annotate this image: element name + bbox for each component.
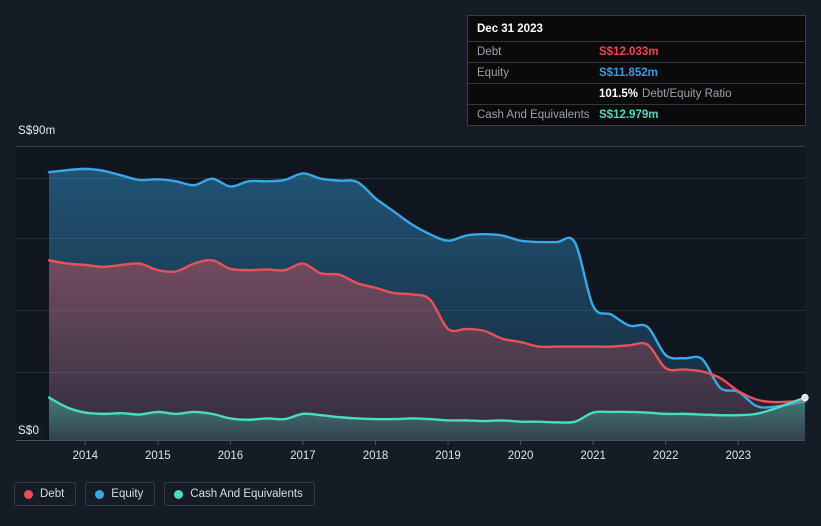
line-debt xyxy=(47,258,807,404)
chart-legend[interactable]: Debt Equity Cash And Equivalents xyxy=(14,482,315,506)
series-end-marker xyxy=(801,393,809,402)
legend-dot-icon xyxy=(24,489,33,499)
area-debt xyxy=(49,260,805,440)
x-axis-tick-2015: 2015 xyxy=(145,450,171,462)
tooltip-row-debt: Debt S$12.033m xyxy=(468,41,805,62)
tooltip-label-debt: Debt xyxy=(477,46,502,58)
legend-dot-icon xyxy=(95,489,105,499)
tooltip-value-equity: S$11.852m xyxy=(599,67,658,79)
x-axis-tick-2023: 2023 xyxy=(725,450,752,462)
legend-item-debt[interactable]: Debt xyxy=(14,482,77,506)
x-axis-tick-2016: 2016 xyxy=(217,450,244,462)
legend-dot-icon xyxy=(174,489,184,499)
tooltip-row-equity: Equity S$11.852m xyxy=(468,62,805,83)
line-equity xyxy=(47,167,807,409)
tooltip-label-equity: Equity xyxy=(477,67,509,79)
x-axis-tick-2018: 2018 xyxy=(362,450,389,462)
debt-equity-cash-area-chart[interactable] xyxy=(0,0,821,470)
legend-label: Equity xyxy=(111,488,144,500)
x-axis-tick-2022: 2022 xyxy=(652,450,679,462)
y-axis-max-label: S$90m xyxy=(14,124,61,138)
line-cash-and-equivalents xyxy=(47,396,807,424)
tooltip-label-cash: Cash And Equivalents xyxy=(477,109,590,121)
x-axis-tick-2017: 2017 xyxy=(290,450,316,462)
y-axis-zero-label: S$0 xyxy=(14,424,45,438)
tooltip-ratio-label: Debt/Equity Ratio xyxy=(642,88,732,100)
x-axis-tick-2019: 2019 xyxy=(435,450,461,462)
area-cash-and-equivalents xyxy=(49,397,805,440)
tooltip-date: Dec 31 2023 xyxy=(477,23,543,35)
chart-area[interactable] xyxy=(0,0,821,470)
x-axis-tick-2020: 2020 xyxy=(507,450,534,462)
tooltip-ratio-value: 101.5% xyxy=(599,88,639,100)
tooltip-row-cash: Cash And Equivalents S$12.979m xyxy=(468,104,805,125)
legend-label: Cash And Equivalents xyxy=(190,488,303,500)
x-axis-tick-2021: 2021 xyxy=(580,450,606,462)
legend-item-equity[interactable]: Equity xyxy=(85,482,156,506)
tooltip-value-cash: S$12.979m xyxy=(599,109,659,121)
legend-label: Debt xyxy=(40,488,65,500)
tooltip-row-debt-equity-ratio: 101.5% Debt/Equity Ratio xyxy=(468,83,805,104)
x-axis-tick-2014: 2014 xyxy=(72,450,99,462)
data-tooltip: Dec 31 2023 Debt S$12.033m Equity S$11.8… xyxy=(467,15,806,126)
legend-item-cash-and-equivalents[interactable]: Cash And Equivalents xyxy=(164,482,315,506)
tooltip-value-debt: S$12.033m xyxy=(599,46,659,58)
